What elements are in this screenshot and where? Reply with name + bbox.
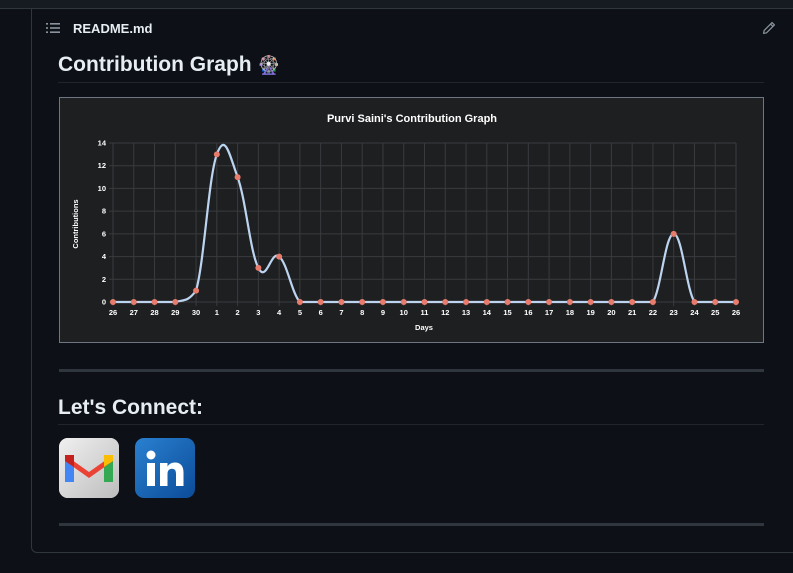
top-bar [0, 0, 793, 9]
x-tick-label: 26 [109, 308, 117, 317]
readme-header: README.md [32, 8, 793, 48]
linkedin-link[interactable] [135, 438, 195, 498]
section-divider-bottom [59, 523, 764, 526]
x-tick-label: 15 [503, 308, 511, 317]
data-point[interactable] [546, 299, 553, 305]
connect-divider [58, 424, 764, 425]
data-point[interactable] [504, 299, 511, 305]
data-point[interactable] [255, 264, 262, 271]
y-tick-label: 0 [102, 298, 106, 307]
readme-file-name[interactable]: README.md [73, 21, 153, 36]
x-tick-label: 20 [607, 308, 615, 317]
data-point[interactable] [110, 299, 116, 305]
chart-x-axis-label: Days [415, 323, 433, 332]
data-point[interactable] [608, 299, 615, 305]
data-point[interactable] [296, 299, 303, 305]
data-point[interactable] [193, 287, 200, 294]
x-tick-label: 26 [732, 308, 740, 317]
contribution-chart-svg: Purvi Saini's Contribution Graph Contrib… [71, 113, 740, 332]
data-point[interactable] [151, 299, 158, 305]
data-point[interactable] [483, 299, 490, 305]
data-point[interactable] [379, 299, 386, 305]
x-tick-label: 25 [711, 308, 719, 317]
data-point[interactable] [691, 299, 698, 305]
section-divider-top [59, 369, 764, 372]
x-tick-label: 17 [545, 308, 553, 317]
x-tick-label: 23 [670, 308, 678, 317]
data-point[interactable] [130, 299, 137, 305]
data-point[interactable] [234, 174, 241, 181]
x-tick-label: 29 [171, 308, 179, 317]
data-point[interactable] [463, 299, 470, 305]
y-tick-label: 8 [102, 207, 106, 216]
y-tick-label: 12 [98, 161, 106, 170]
x-tick-label: 11 [421, 308, 429, 317]
data-point[interactable] [733, 299, 739, 305]
x-tick-label: 13 [462, 308, 470, 317]
data-point[interactable] [442, 299, 449, 305]
x-tick-label: 21 [628, 308, 636, 317]
linkedin-icon [135, 438, 195, 498]
data-point[interactable] [525, 299, 532, 305]
x-tick-label: 27 [130, 308, 138, 317]
y-tick-label: 4 [102, 252, 107, 261]
data-point[interactable] [712, 299, 719, 305]
data-point[interactable] [421, 299, 428, 305]
data-point[interactable] [172, 299, 179, 305]
ferris-wheel-emoji: 🎡 [257, 55, 280, 75]
x-tick-label: 4 [277, 308, 282, 317]
x-tick-label: 10 [400, 308, 408, 317]
data-point[interactable] [359, 299, 366, 305]
x-tick-label: 12 [441, 308, 449, 317]
x-tick-label: 18 [566, 308, 574, 317]
x-tick-label: 9 [381, 308, 385, 317]
x-tick-label: 7 [339, 308, 343, 317]
x-tick-label: 16 [524, 308, 532, 317]
gmail-icon [59, 438, 119, 498]
x-tick-label: 14 [483, 308, 492, 317]
readme-container: README.md [31, 8, 793, 553]
data-point[interactable] [670, 230, 677, 237]
y-tick-label: 2 [102, 275, 106, 284]
y-tick-label: 6 [102, 229, 106, 238]
x-tick-label: 3 [256, 308, 260, 317]
contribution-graph-heading: Contribution Graph 🎡 [58, 53, 280, 77]
y-tick-label: 10 [98, 184, 106, 193]
data-point[interactable] [649, 299, 656, 305]
x-tick-label: 6 [319, 308, 323, 317]
heading-divider [58, 82, 764, 83]
contribution-chart: Purvi Saini's Contribution Graph Contrib… [59, 97, 764, 343]
data-point[interactable] [213, 151, 220, 158]
chart-title: Purvi Saini's Contribution Graph [327, 113, 497, 125]
data-point[interactable] [566, 299, 573, 305]
data-point[interactable] [338, 299, 345, 305]
y-tick-label: 14 [98, 139, 107, 148]
x-tick-label: 8 [360, 308, 364, 317]
gmail-link[interactable] [59, 438, 119, 498]
data-point[interactable] [587, 299, 594, 305]
list-icon[interactable] [46, 22, 60, 34]
x-tick-label: 2 [236, 308, 240, 317]
chart-y-axis-label: Contributions [71, 199, 80, 248]
x-tick-label: 30 [192, 308, 200, 317]
data-point[interactable] [317, 299, 324, 305]
lets-connect-heading: Let's Connect: [58, 396, 204, 419]
data-point[interactable] [629, 299, 636, 305]
x-tick-label: 5 [298, 308, 302, 317]
data-point[interactable] [276, 253, 283, 260]
pencil-icon[interactable] [762, 21, 776, 35]
data-point[interactable] [400, 299, 407, 305]
x-tick-label: 28 [150, 308, 158, 317]
x-tick-label: 1 [215, 308, 219, 317]
x-tick-label: 19 [586, 308, 594, 317]
x-tick-label: 22 [649, 308, 657, 317]
x-tick-label: 24 [690, 308, 699, 317]
contribution-graph-title: Contribution Graph [58, 53, 252, 76]
